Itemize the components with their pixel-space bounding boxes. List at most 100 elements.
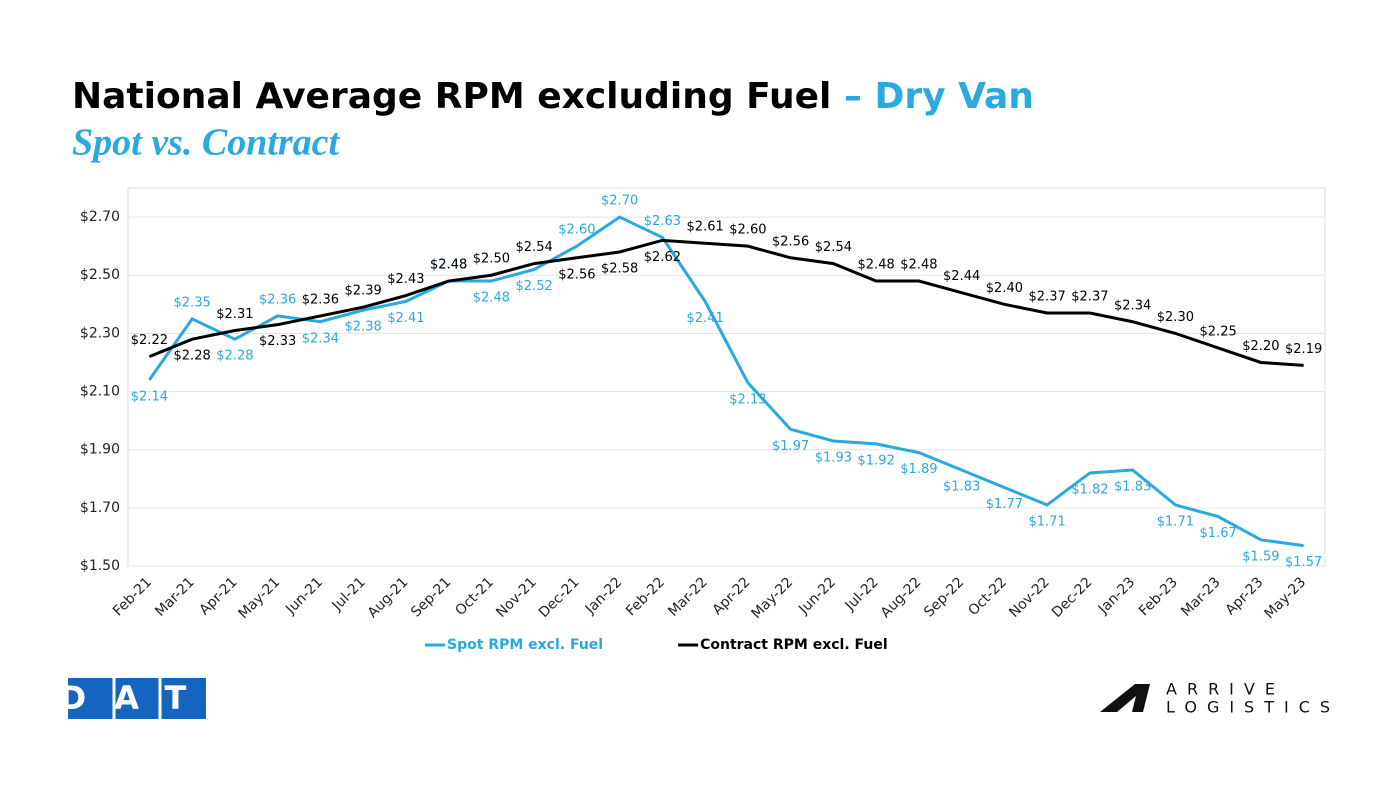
value-label: $1.82 <box>1071 482 1108 497</box>
value-label: $2.62 <box>644 250 681 265</box>
x-tick-label: May-22 <box>748 574 796 622</box>
value-label: $2.60 <box>729 223 766 238</box>
y-tick-label: $2.10 <box>80 384 120 400</box>
x-tick-label: Jan-23 <box>1095 574 1138 617</box>
value-label: $1.57 <box>1285 555 1322 570</box>
x-tick-label: Nov-22 <box>1006 574 1053 621</box>
legend-label: Contract RPM excl. Fuel <box>700 637 888 653</box>
value-label: $1.67 <box>1200 526 1237 541</box>
value-label: $2.37 <box>1029 290 1066 305</box>
value-label: $2.54 <box>815 240 852 255</box>
chart-title: National Average RPM excluding Fuel <box>72 76 831 117</box>
value-label: $2.34 <box>1114 298 1151 313</box>
value-label: $2.34 <box>302 331 339 346</box>
value-label: $2.48 <box>858 258 895 273</box>
value-label: $1.93 <box>815 450 852 465</box>
y-tick-label: $2.70 <box>80 209 120 225</box>
x-tick-label: May-23 <box>1261 574 1309 622</box>
value-label: $2.48 <box>430 258 467 273</box>
x-tick-label: Aug-21 <box>365 574 412 621</box>
arrive-text: ARRIVE <box>1166 680 1285 699</box>
value-label: $1.83 <box>943 480 980 495</box>
value-label: $1.92 <box>858 453 895 468</box>
value-label: $1.83 <box>1114 480 1151 495</box>
x-tick-label: Feb-23 <box>1136 574 1181 619</box>
chart-subtitle: Spot vs. Contract <box>72 122 341 164</box>
x-tick-label: Feb-21 <box>110 574 155 619</box>
value-label: $2.28 <box>174 349 211 364</box>
x-tick-label: Aug-22 <box>878 574 925 621</box>
dat-logo-text: DAT <box>60 679 215 717</box>
value-label: $2.56 <box>558 267 595 282</box>
x-tick-label: Jun-21 <box>282 574 326 618</box>
x-tick-label: Jun-22 <box>795 574 839 618</box>
value-label: $2.13 <box>729 392 766 407</box>
value-label: $1.77 <box>986 497 1023 512</box>
arrive-logo: ARRIVE LOGISTICS <box>1100 680 1330 717</box>
value-label: $2.54 <box>516 240 553 255</box>
value-label: $2.31 <box>216 307 253 322</box>
value-label: $2.36 <box>302 292 339 307</box>
x-tick-label: Jan-22 <box>582 574 625 617</box>
value-label: $2.41 <box>387 311 424 326</box>
y-tick-label: $2.30 <box>80 325 120 341</box>
value-label: $2.37 <box>1071 290 1108 305</box>
chart-title-group: National Average RPM excluding Fuel – Dr… <box>72 76 1034 117</box>
y-tick-label: $1.50 <box>80 558 120 574</box>
value-label: $2.52 <box>516 279 553 294</box>
value-label: $2.48 <box>473 291 510 306</box>
dat-logo: DAT <box>60 678 215 719</box>
value-label: $2.58 <box>601 261 638 276</box>
x-tick-label: Mar-22 <box>665 574 711 620</box>
value-label: $2.39 <box>345 284 382 299</box>
chart-title-highlight: – Dry Van <box>844 76 1034 117</box>
x-tick-label: Feb-22 <box>623 574 668 619</box>
y-tick-label: $2.50 <box>80 267 120 283</box>
x-tick-label: May-21 <box>235 574 283 622</box>
value-label: $2.48 <box>430 258 467 273</box>
value-label: $2.20 <box>1242 339 1279 354</box>
value-label: $2.61 <box>687 220 724 235</box>
value-label: $1.71 <box>1157 514 1194 529</box>
x-tick-label: Apr-22 <box>710 574 754 618</box>
y-tick-label: $1.70 <box>80 500 120 516</box>
value-label: $2.19 <box>1285 342 1322 357</box>
value-label: $2.38 <box>345 320 382 335</box>
dat-logo-box <box>68 678 206 719</box>
value-label: $1.97 <box>772 439 809 454</box>
x-tick-label: Sep-21 <box>408 574 454 620</box>
x-tick-label: Mar-21 <box>152 574 198 620</box>
x-tick-label: Jul-22 <box>842 574 882 614</box>
value-label: $2.43 <box>387 272 424 287</box>
value-label: $2.33 <box>259 334 296 349</box>
value-label: $2.48 <box>900 258 937 273</box>
value-label: $2.22 <box>131 333 168 348</box>
value-label: $2.28 <box>216 349 253 364</box>
arrive-mark <box>1100 684 1150 712</box>
value-label: $2.50 <box>473 252 510 267</box>
x-tick-label: Oct-21 <box>452 574 497 619</box>
value-label: $1.59 <box>1242 549 1279 564</box>
value-label: $1.89 <box>900 462 937 477</box>
legend-label: Spot RPM excl. Fuel <box>447 637 603 653</box>
value-label: $2.14 <box>131 389 168 404</box>
value-label: $2.44 <box>943 269 980 284</box>
y-tick-label: $1.90 <box>80 442 120 458</box>
x-tick-label: Sep-22 <box>921 574 967 620</box>
value-label: $2.60 <box>558 223 595 238</box>
value-label: $2.63 <box>644 214 681 229</box>
x-tick-label: Nov-21 <box>493 574 540 621</box>
value-label: $2.41 <box>687 311 724 326</box>
series-line <box>148 238 1304 367</box>
x-tick-label: Dec-21 <box>536 574 583 621</box>
value-label: $2.40 <box>986 281 1023 296</box>
value-label: $2.36 <box>259 292 296 307</box>
x-tick-label: Dec-22 <box>1049 574 1096 621</box>
x-tick-label: Jul-21 <box>329 574 369 614</box>
x-tick-label: Apr-21 <box>197 574 241 618</box>
x-tick-label: Apr-23 <box>1223 574 1267 618</box>
value-label: $2.70 <box>601 194 638 209</box>
value-label: $2.35 <box>174 295 211 310</box>
series-line <box>148 215 1304 548</box>
